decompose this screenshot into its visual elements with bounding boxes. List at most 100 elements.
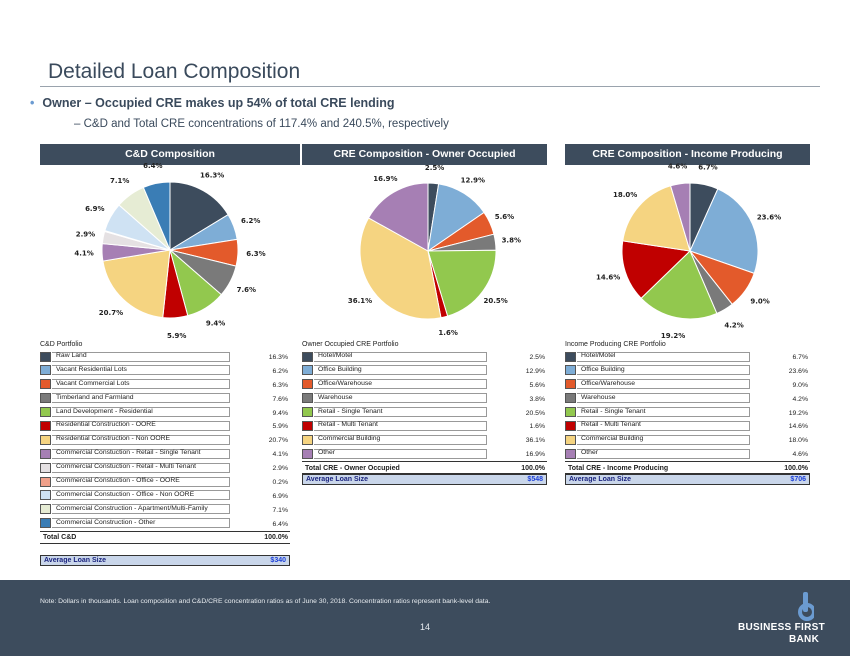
total-value: 100.0% (264, 534, 288, 542)
label-box (52, 462, 230, 473)
pie-slice (142, 181, 171, 251)
category-value: 5.6% (529, 381, 546, 389)
label-box (314, 407, 487, 418)
category-value: 1.6% (529, 423, 546, 431)
logo-text-line2: BANK (789, 634, 820, 645)
category-value: 14.6% (788, 423, 808, 431)
category-value: 7.1% (272, 506, 289, 514)
category-label: Office/Warehouse (581, 379, 636, 387)
pie-slice (622, 185, 691, 252)
category-value: 36.1% (525, 437, 545, 445)
pie-data-label: 3.8% (502, 237, 521, 245)
pie-data-label: 36.1% (348, 297, 372, 305)
pie-data-label: 23.6% (757, 213, 781, 221)
total-row: Total C&D 100.0% (40, 530, 290, 544)
pie-slice (102, 249, 171, 319)
pie-data-label: 1.6% (438, 329, 457, 337)
category-value: 4.6% (792, 451, 809, 459)
label-box (577, 434, 750, 445)
pie-slice (367, 182, 429, 252)
cre-income-producing-pie: 6.7% 23.6% 9.0% 4.2% 19.2% 14.6% 18.0% 4.6% (596, 162, 781, 339)
pie-slice (640, 250, 718, 320)
category-value: 23.6% (788, 367, 808, 375)
table-row: Vacant Residential Lots 6.2% (40, 364, 290, 378)
average-loan-size-label: Average Loan Size (569, 476, 631, 484)
legend-swatch (40, 379, 51, 390)
total-value: 100.0% (784, 464, 808, 472)
category-value: 6.7% (792, 354, 809, 361)
cre-owner-occupied-pie: 2.5% 12.9% 5.6% 3.8% 20.5% 1.6% 36.1% 16.9% (348, 164, 521, 337)
label-box (577, 448, 750, 459)
legend-swatch (40, 476, 51, 487)
table-row: Other 16.9% (302, 447, 547, 461)
pie-data-label: 19.2% (661, 332, 685, 340)
category-value: 7.6% (272, 395, 289, 403)
category-label: Office/Warehouse (318, 379, 373, 387)
pie-data-label: 7.6% (237, 286, 256, 294)
page-number: 14 (419, 622, 430, 632)
legend-swatch (302, 407, 313, 418)
label-box (52, 379, 230, 390)
table-row: Retail - Single Tenant 19.2% (565, 406, 810, 420)
category-value: 6.3% (272, 381, 289, 389)
pie-data-label: 6.2% (241, 217, 260, 225)
label-box (577, 379, 750, 390)
average-loan-size-value: $706 (790, 476, 806, 484)
table-row: Office/Warehouse 5.6% (302, 378, 547, 392)
bullet-icon: • (30, 96, 35, 110)
category-label: Commercial Construction - Other (56, 518, 156, 526)
category-label: Residential Construction - Non OORE (56, 435, 171, 443)
label-box (314, 434, 487, 445)
pie-data-label: 18.0% (613, 191, 637, 199)
category-label: Residential Construction - OORE (56, 421, 156, 429)
category-label: Land Development - Residential (56, 407, 153, 415)
label-box (577, 393, 750, 404)
total-value: 100.0% (521, 464, 545, 472)
label-box (52, 490, 230, 501)
category-label: Retail - Single Tenant (318, 407, 383, 415)
table-row: Commercial Constuction - Retail - Multi … (40, 461, 290, 475)
table-row: Commercial Building 36.1% (302, 433, 547, 447)
pie-data-label: 12.9% (461, 176, 485, 184)
label-box (52, 434, 230, 445)
category-value: 3.8% (529, 395, 546, 403)
footnote: Note: Dollars in thousands. Loan composi… (40, 598, 491, 605)
label-box (52, 420, 230, 431)
table-heading: Owner Occupied CRE Portfolio (302, 341, 399, 348)
table-row: Retail - Multi Tenant 1.6% (302, 419, 547, 433)
legend-swatch (40, 518, 51, 529)
table-heading: C&D Portfolio (40, 341, 83, 348)
label-box (314, 379, 487, 390)
category-value: 19.2% (788, 409, 808, 417)
category-label: Commercial Constuction - Retail - Single… (56, 449, 201, 457)
pie-data-label: 16.3% (200, 172, 224, 180)
label-box (52, 448, 230, 459)
category-label: Commercial Constuction - Retail - Multi … (56, 463, 197, 471)
total-label: Total CRE - Income Producing (568, 464, 669, 472)
legend-swatch (565, 351, 576, 362)
total-row: Total CRE - Income Producing 100.0% (565, 461, 810, 475)
category-label: Warehouse (318, 393, 353, 401)
category-value: 0.2% (272, 479, 289, 487)
pie-data-label: 6.9% (85, 205, 104, 213)
table-row: Retail - Multi Tenant 14.6% (565, 419, 810, 433)
category-label: Commercial Building (581, 435, 644, 443)
table-row: Residential Construction - Non OORE 20.7% (40, 433, 290, 447)
cre-owner-occupied-header: CRE Composition - Owner Occupied (302, 144, 547, 165)
pie-data-label: 6.7% (698, 163, 717, 171)
table-row: Commercial Construction - Other 6.4% (40, 517, 290, 531)
average-loan-size-label: Average Loan Size (306, 476, 368, 484)
pie-slice (427, 183, 485, 253)
category-value: 20.7% (268, 437, 288, 445)
pie-data-label: 20.5% (484, 297, 508, 305)
label-box (52, 504, 230, 515)
label-box (314, 351, 487, 362)
pie-data-label: 2.9% (76, 231, 95, 239)
table-row: Hotel/Motel 2.5% (302, 350, 547, 364)
category-value: 5.9% (272, 423, 289, 431)
pie-data-label: 4.6% (668, 162, 687, 170)
table-row: Commercial Constuction - Office - OORE 0.… (40, 475, 290, 489)
legend-swatch (40, 393, 51, 404)
pie-data-label: 7.1% (110, 177, 129, 185)
legend-swatch (40, 504, 51, 515)
